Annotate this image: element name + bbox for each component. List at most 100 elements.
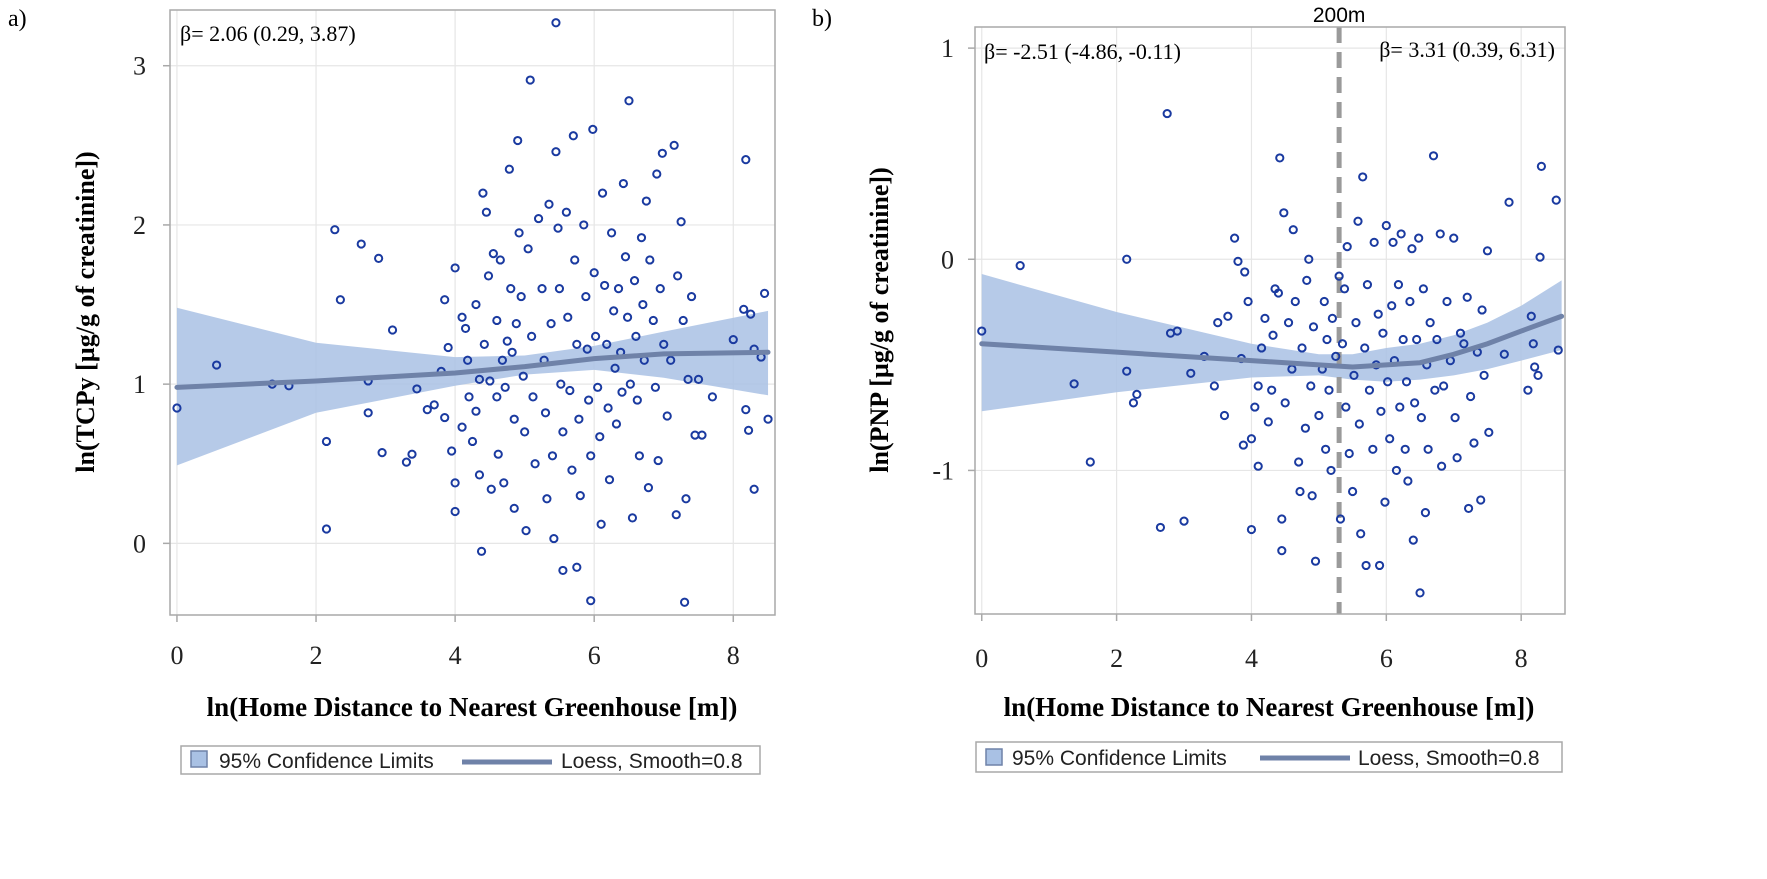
data-point xyxy=(1238,440,1248,450)
data-point xyxy=(574,414,584,424)
panel-a-y-ticks: 0 1 2 3 xyxy=(133,52,170,558)
data-point xyxy=(504,164,514,174)
data-point xyxy=(1374,560,1385,571)
data-point xyxy=(572,339,582,349)
data-point xyxy=(763,414,773,424)
data-point xyxy=(1290,296,1300,307)
panel-a-loess-line xyxy=(174,349,771,390)
data-point xyxy=(1351,318,1361,328)
data-point xyxy=(330,225,340,235)
panel-b-label: b) xyxy=(812,6,832,32)
data-point xyxy=(581,291,591,302)
data-point xyxy=(1327,313,1337,323)
data-point xyxy=(746,309,756,319)
data-point xyxy=(1279,208,1289,218)
data-point xyxy=(1280,398,1290,408)
data-point xyxy=(1528,339,1538,349)
data-point xyxy=(1246,434,1257,444)
data-point xyxy=(440,412,450,423)
data-point xyxy=(632,395,642,405)
data-point xyxy=(1250,402,1260,412)
data-point xyxy=(567,465,577,475)
data-point xyxy=(659,339,669,349)
panel-b-loess-line xyxy=(979,313,1565,370)
data-point xyxy=(474,374,485,384)
data-point xyxy=(478,188,488,198)
data-point xyxy=(636,233,647,243)
data-point xyxy=(741,405,751,415)
data-point xyxy=(697,430,707,440)
data-point xyxy=(653,455,663,466)
panel-b-plot-frame xyxy=(974,26,1566,615)
data-point xyxy=(527,331,537,341)
data-point xyxy=(1523,385,1533,395)
y-tick-label: -1 xyxy=(932,456,954,485)
confidence-band xyxy=(176,307,769,466)
panel-a-legend-band-swatch xyxy=(190,750,208,768)
panel-b-legend-band-swatch xyxy=(985,748,1003,766)
data-point xyxy=(683,374,693,384)
data-point xyxy=(1342,241,1352,252)
data-point xyxy=(1122,254,1132,264)
data-point xyxy=(500,382,510,392)
data-point xyxy=(412,384,422,394)
data-point xyxy=(1430,385,1440,395)
panel-b-x-axis-label: ln(Home Distance to Nearest Greenhouse [… xyxy=(1004,692,1535,722)
data-point xyxy=(631,331,641,341)
data-point xyxy=(673,271,683,281)
data-point xyxy=(546,319,556,329)
panel-b-200m-label: 200m xyxy=(1313,4,1366,27)
panel-b-legend-band-label: 95% Confidence Limits xyxy=(1012,747,1227,770)
data-point xyxy=(1526,311,1536,321)
data-point xyxy=(1275,153,1285,163)
data-point xyxy=(1304,254,1314,264)
data-point xyxy=(565,385,575,396)
data-point xyxy=(650,382,660,392)
data-point xyxy=(542,494,552,504)
y-tick-label: 1 xyxy=(133,370,146,399)
y-tick-label: 0 xyxy=(133,529,146,558)
data-point xyxy=(1479,370,1489,380)
data-point xyxy=(1455,328,1466,338)
data-point xyxy=(1450,413,1460,423)
data-point xyxy=(728,334,738,345)
data-point xyxy=(618,178,629,189)
data-point xyxy=(488,248,498,259)
data-point xyxy=(1393,280,1404,290)
data-point xyxy=(553,223,563,233)
data-point xyxy=(1162,108,1172,119)
data-point xyxy=(556,379,566,389)
data-point xyxy=(741,155,751,165)
data-point xyxy=(1230,233,1240,243)
data-point xyxy=(321,524,332,534)
data-point xyxy=(1253,381,1263,391)
data-point xyxy=(450,478,460,488)
data-point xyxy=(1466,391,1476,402)
panel-a-beta-annotation: β= 2.06 (0.29, 3.87) xyxy=(180,21,356,46)
data-point xyxy=(450,263,460,273)
data-point xyxy=(1233,256,1243,266)
data-point xyxy=(652,169,662,179)
data-point xyxy=(1410,398,1420,408)
data-point xyxy=(335,295,345,305)
data-point xyxy=(641,196,651,206)
data-point xyxy=(495,255,505,265)
data-point xyxy=(1484,427,1494,438)
data-point xyxy=(681,494,691,504)
data-point xyxy=(759,288,770,298)
panel-b-points xyxy=(977,108,1563,598)
data-point xyxy=(671,510,681,520)
data-point xyxy=(1530,362,1540,372)
data-point xyxy=(1331,351,1341,361)
data-point xyxy=(502,336,512,346)
data-point xyxy=(568,131,578,141)
y-tick-label: 3 xyxy=(133,52,146,81)
data-point xyxy=(1256,343,1267,353)
data-point xyxy=(486,484,496,494)
data-point xyxy=(1213,318,1223,328)
data-point xyxy=(1432,334,1442,345)
panel-a: a) 0 2 4 6 8 0 1 2 3 β= 2.06 (0.29, 3.87) ln(TC… xyxy=(8,6,776,775)
data-point xyxy=(172,403,182,413)
data-point xyxy=(1378,328,1388,338)
data-point xyxy=(1462,292,1472,302)
